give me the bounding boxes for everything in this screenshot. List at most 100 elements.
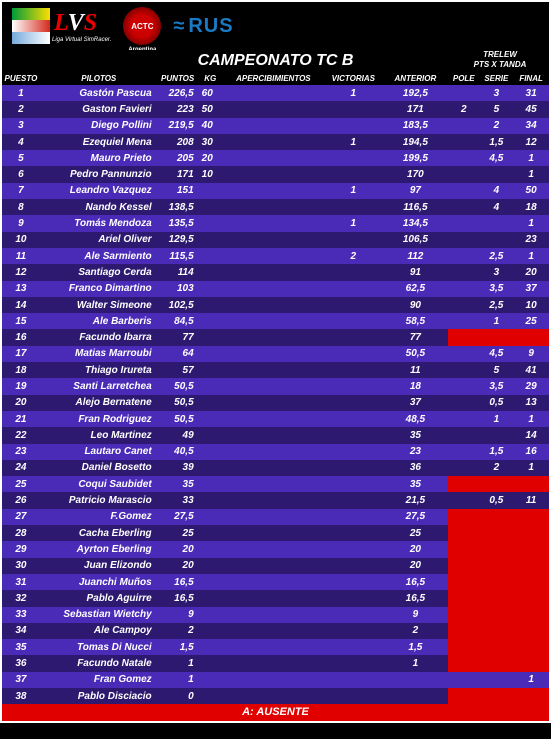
cell-kg [198, 558, 223, 574]
cell-kg [198, 623, 223, 639]
table-row: 27F.Gomez27,527,5 [2, 509, 549, 525]
col-serie: SERIE [480, 72, 514, 85]
cell-pts: 35 [158, 476, 198, 492]
cell-vict [324, 541, 383, 557]
cell-pilot: Thiago Irureta [40, 362, 158, 378]
cell-vict [324, 101, 383, 117]
cell-final [513, 558, 549, 574]
cell-pos: 16 [2, 329, 40, 345]
cell-pts: 151 [158, 183, 198, 199]
cell-serie: 2,5 [480, 248, 514, 264]
cell-pilot: Pablo Disciacio [40, 688, 158, 704]
cell-vict [324, 655, 383, 671]
cell-serie: 4,5 [480, 150, 514, 166]
cell-vict [324, 492, 383, 508]
cell-aperc [223, 444, 324, 460]
cell-pts: 40,5 [158, 444, 198, 460]
cell-pos: 25 [2, 476, 40, 492]
cell-pole [448, 329, 480, 345]
cell-vict [324, 395, 383, 411]
table-header: PUESTO PILOTOS PUNTOS KG APERCIBIMIENTOS… [2, 72, 549, 85]
cell-aperc [223, 215, 324, 231]
cell-aperc [223, 118, 324, 134]
cell-pilot: Fran Rodriguez [40, 411, 158, 427]
lvs-subtitle: Liga Virtual SimRacer. [52, 37, 111, 43]
cell-pos: 36 [2, 655, 40, 671]
cell-kg [198, 427, 223, 443]
cell-aperc [223, 313, 324, 329]
cell-kg: 10 [198, 166, 223, 182]
cell-aperc [223, 623, 324, 639]
cell-pos: 8 [2, 199, 40, 215]
cell-kg: 30 [198, 134, 223, 150]
cell-aperc [223, 346, 324, 362]
cell-final: 50 [513, 183, 549, 199]
table-row: 23Lautaro Canet40,5231,516 [2, 444, 549, 460]
table-row: 30Juan Elizondo2020 [2, 558, 549, 574]
cell-final: 18 [513, 199, 549, 215]
cell-pole [448, 85, 480, 101]
cell-pts: 64 [158, 346, 198, 362]
cell-final: 23 [513, 232, 549, 248]
cell-vict: 1 [324, 215, 383, 231]
cell-pilot: Lautaro Canet [40, 444, 158, 460]
cell-pilot: Leo Martinez [40, 427, 158, 443]
cell-final: 1 [513, 460, 549, 476]
cell-kg [198, 199, 223, 215]
cell-kg [198, 444, 223, 460]
cell-serie [480, 329, 514, 345]
cell-serie [480, 672, 514, 688]
cell-pts: 9 [158, 607, 198, 623]
table-row: 11Ale Sarmiento115,521122,51 [2, 248, 549, 264]
cell-pole [448, 460, 480, 476]
cell-aperc [223, 264, 324, 280]
cell-aperc [223, 427, 324, 443]
cell-final: 1 [513, 150, 549, 166]
cell-vict [324, 362, 383, 378]
cell-serie: 4,5 [480, 346, 514, 362]
cell-ant: 20 [383, 541, 448, 557]
cell-pole [448, 297, 480, 313]
flags-icon [12, 8, 52, 44]
cell-vict [324, 509, 383, 525]
cell-serie: 5 [480, 362, 514, 378]
cell-final: 9 [513, 346, 549, 362]
cell-pos: 31 [2, 574, 40, 590]
cell-pts: 1 [158, 655, 198, 671]
cell-aperc [223, 150, 324, 166]
cell-kg [198, 411, 223, 427]
cell-final [513, 509, 549, 525]
cell-pilot: Santi Larretchea [40, 378, 158, 394]
cell-pos: 35 [2, 639, 40, 655]
cell-ant: 36 [383, 460, 448, 476]
cell-vict [324, 281, 383, 297]
cell-pts: 135,5 [158, 215, 198, 231]
cell-pole [448, 558, 480, 574]
cell-pilot: Diego Pollini [40, 118, 158, 134]
cell-serie [480, 509, 514, 525]
cell-vict [324, 607, 383, 623]
cell-serie: 2 [480, 118, 514, 134]
col-pilotos: PILOTOS [40, 72, 158, 85]
cell-pts: 49 [158, 427, 198, 443]
cell-pos: 4 [2, 134, 40, 150]
cell-pos: 33 [2, 607, 40, 623]
cell-pole [448, 411, 480, 427]
championship-title: CAMPEONATO TC B [198, 52, 354, 69]
event-track: TRELEW [455, 50, 545, 60]
cell-aperc [223, 639, 324, 655]
cell-serie: 0,5 [480, 492, 514, 508]
cell-kg [198, 297, 223, 313]
cell-pilot: Patricio Marascio [40, 492, 158, 508]
table-row: 16Facundo Ibarra7777 [2, 329, 549, 345]
cell-pilot: F.Gomez [40, 509, 158, 525]
cell-final [513, 476, 549, 492]
cell-pilot: Franco Dimartino [40, 281, 158, 297]
col-kg: KG [198, 72, 223, 85]
cell-pilot: Gaston Favieri [40, 101, 158, 117]
cell-final [513, 623, 549, 639]
cell-aperc [223, 411, 324, 427]
cell-pole [448, 118, 480, 134]
cell-aperc [223, 101, 324, 117]
cell-pos: 32 [2, 590, 40, 606]
